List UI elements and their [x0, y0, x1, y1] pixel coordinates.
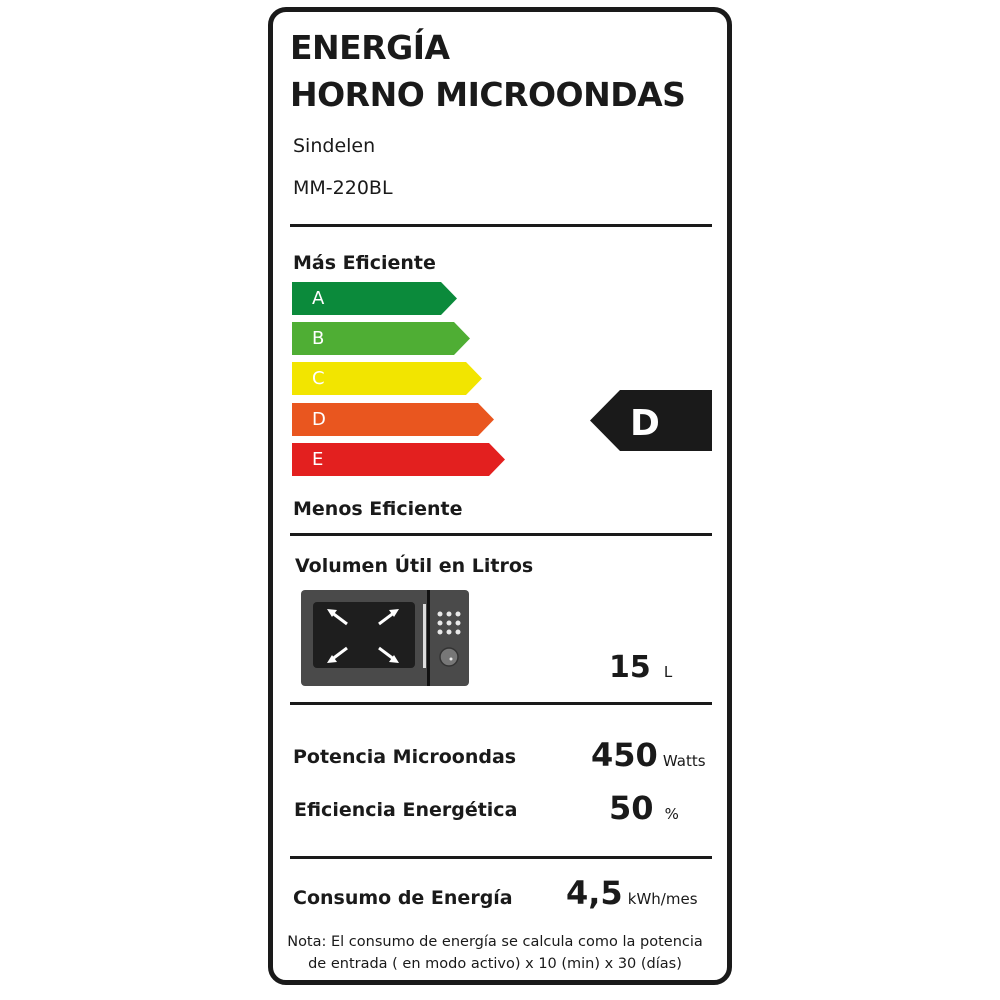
class-letter: E	[312, 449, 324, 470]
title-line2: HORNO MICROONDAS	[290, 75, 686, 114]
rating-letter: D	[630, 403, 660, 444]
divider	[290, 856, 712, 859]
efficiency-class-d: D	[292, 403, 494, 436]
power-unit: Watts	[662, 752, 706, 770]
efficiency-class-e: E	[292, 443, 505, 476]
rating-indicator: D	[590, 390, 712, 451]
efficiency-class-c: C	[292, 362, 482, 395]
brand: Sindelen	[293, 135, 376, 157]
note-line1: Nota: El consumo de energía se calcula c…	[287, 934, 703, 950]
less-efficient-label: Menos Eficiente	[293, 498, 463, 520]
volume-value: 15	[609, 650, 651, 685]
class-letter: A	[312, 288, 325, 309]
efficiency-label: Eficiencia Energética	[294, 799, 518, 821]
class-letter: D	[312, 409, 326, 430]
efficiency-class-a: A	[292, 282, 457, 315]
model: MM-220BL	[293, 177, 393, 199]
efficiency-value-group: 50 %	[609, 790, 679, 826]
efficiency-unit: %	[664, 805, 679, 823]
volume-value-group: 15 L	[609, 650, 672, 686]
power-value: 450	[591, 736, 658, 774]
volume-label: Volumen Útil en Litros	[295, 555, 534, 577]
power-value-group: 450 Watts	[591, 737, 706, 773]
divider	[290, 702, 712, 705]
consumption-value: 4,5	[566, 874, 623, 912]
power-label: Potencia Microondas	[293, 746, 517, 768]
efficiency-class-b: B	[292, 322, 470, 355]
divider	[290, 533, 712, 536]
note-line2: de entrada ( en modo activo) x 10 (min) …	[308, 956, 682, 972]
class-letter: B	[312, 328, 325, 349]
divider	[290, 224, 712, 227]
more-efficient-label: Más Eficiente	[293, 252, 436, 274]
efficiency-value: 50	[609, 789, 654, 827]
microwave-icon	[301, 590, 469, 686]
consumption-value-group: 4,5 kWh/mes	[566, 875, 698, 911]
class-letter: C	[312, 368, 325, 389]
volume-unit: L	[663, 663, 673, 681]
title-line1: ENERGÍA	[290, 28, 450, 67]
label-frame	[268, 7, 732, 985]
consumption-unit: kWh/mes	[627, 890, 698, 908]
consumption-label: Consumo de Energía	[293, 887, 513, 909]
